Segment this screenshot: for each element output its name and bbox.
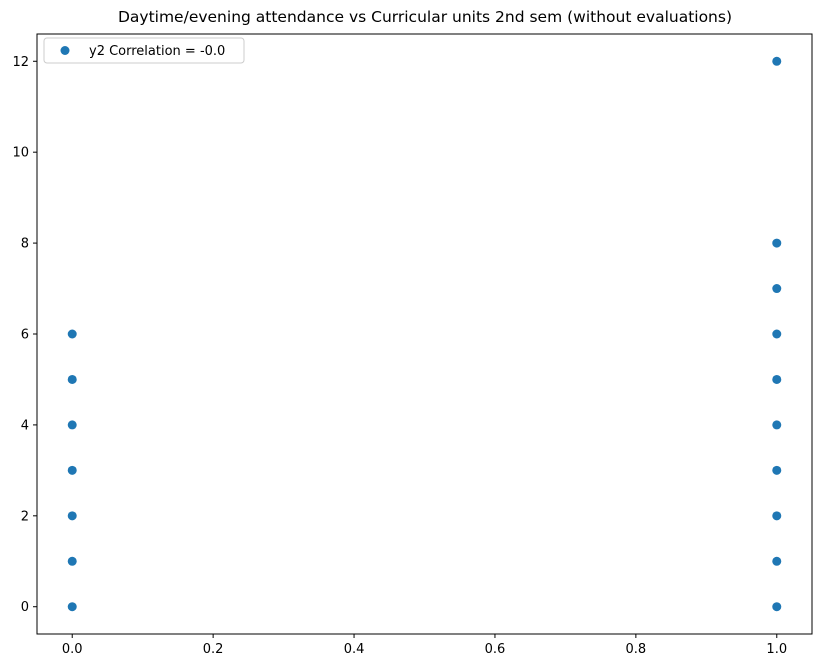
scatter-point [67, 602, 77, 612]
x-tick-label: 0.0 [62, 642, 83, 657]
scatter-point [772, 238, 782, 248]
scatter-point [772, 420, 782, 430]
scatter-point [67, 420, 77, 430]
scatter-point [772, 56, 782, 66]
scatter-point [67, 329, 77, 339]
legend-marker [60, 46, 70, 55]
plot-frame [36, 33, 813, 635]
scatter-point [772, 556, 782, 566]
scatter-point [67, 511, 77, 521]
x-axis: 0.0 0.2 0.4 0.6 0.8 1.0 [62, 634, 787, 657]
scatter-point [772, 602, 782, 612]
y-tick-label: 12 [12, 55, 29, 70]
scatter-point [772, 329, 782, 339]
x-tick-label: 0.2 [203, 642, 224, 657]
y-tick-label: 8 [21, 237, 29, 252]
scatter-point [772, 284, 782, 294]
x-tick-label: 0.4 [344, 642, 365, 657]
scatter-point [772, 374, 782, 384]
legend-label: y2 Correlation = -0.0 [89, 44, 225, 59]
y-tick-label: 0 [21, 600, 29, 615]
x-tick-label: 1.0 [766, 642, 787, 657]
y-axis: 0 2 4 6 8 10 12 [12, 55, 37, 615]
scatter-point [67, 556, 77, 566]
x-tick-label: 0.6 [485, 642, 506, 657]
marks-layer [67, 56, 782, 612]
chart-title: Daytime/evening attendance vs Curricular… [118, 8, 732, 26]
legend: y2 Correlation = -0.0 [43, 37, 245, 64]
y-tick-label: 4 [21, 418, 29, 433]
scatter-point [67, 465, 77, 475]
y-tick-label: 2 [21, 509, 29, 524]
y-tick-label: 10 [12, 146, 29, 161]
legend-box [43, 37, 245, 64]
scatter-point [67, 374, 77, 384]
y-tick-label: 6 [21, 328, 29, 343]
scatter-point [772, 511, 782, 521]
scatter-point [772, 465, 782, 475]
x-tick-label: 0.8 [626, 642, 647, 657]
